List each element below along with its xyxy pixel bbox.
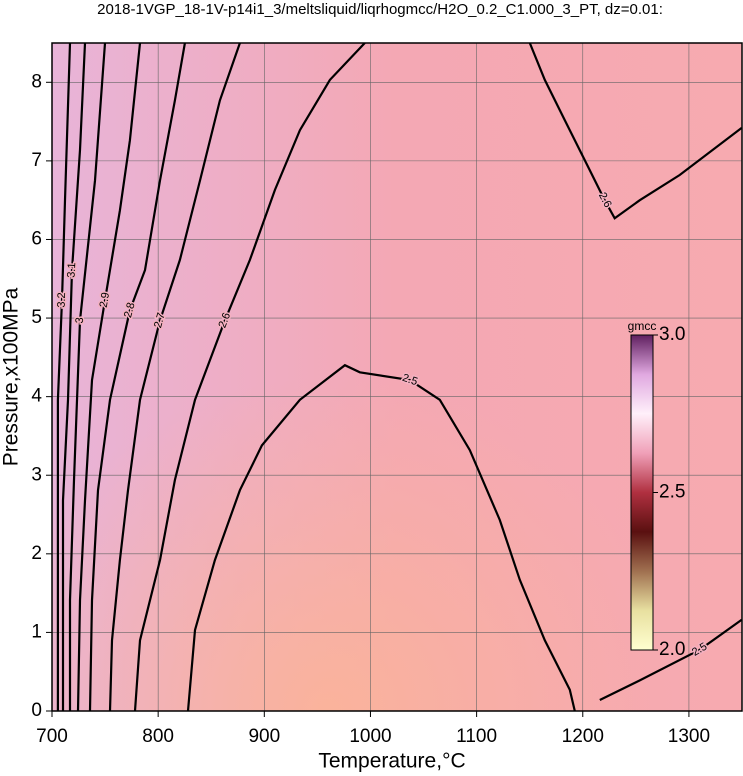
colorbar-tick-label: 2.0 bbox=[659, 639, 685, 660]
contour-label: 3 bbox=[74, 317, 86, 324]
y-tick-label: 7 bbox=[31, 150, 42, 171]
chart-title: 2018-1VGP_18-1V-p14i1_3/meltsliquid/liqr… bbox=[97, 1, 663, 18]
x-tick-label: 800 bbox=[142, 726, 174, 747]
contour-line bbox=[68, 43, 107, 711]
x-tick-label: 1300 bbox=[668, 726, 710, 747]
contour-line bbox=[186, 363, 576, 711]
x-tick-label: 1100 bbox=[456, 726, 497, 747]
contour-label: 3.1 bbox=[66, 262, 79, 278]
x-tick-label: 1000 bbox=[349, 726, 391, 747]
contour-line bbox=[76, 43, 142, 711]
contour-label: 2.7 bbox=[152, 311, 168, 329]
y-tick-label: 6 bbox=[31, 228, 42, 249]
contour-line bbox=[108, 43, 241, 711]
y-tick-label: 5 bbox=[31, 307, 42, 328]
y-tick-label: 4 bbox=[31, 386, 42, 407]
contour-line bbox=[133, 43, 366, 711]
y-axis-label: Pressure,x100MPa bbox=[0, 287, 23, 466]
y-tick-label: 0 bbox=[31, 700, 42, 721]
contour-line bbox=[528, 43, 742, 220]
y-tick-label: 2 bbox=[31, 543, 42, 564]
contour-label: 2.9 bbox=[98, 291, 112, 308]
colorbar-tick-label: 3.0 bbox=[659, 324, 685, 345]
contour-line bbox=[56, 43, 72, 711]
x-axis-label: Temperature,°C bbox=[318, 750, 465, 773]
colorbar-tick-label: 2.5 bbox=[659, 482, 685, 503]
y-tick-label: 1 bbox=[31, 621, 42, 642]
contour-line bbox=[61, 43, 87, 711]
contours: 2.52.52.62.62.72.82.933.13.2 bbox=[54, 43, 742, 711]
x-tick-label: 900 bbox=[248, 726, 280, 747]
contour-line bbox=[88, 43, 186, 711]
contour-label: 3.2 bbox=[56, 292, 69, 308]
colorbar bbox=[630, 334, 654, 651]
contour-label: 2.6 bbox=[216, 311, 233, 330]
y-tick-label: 8 bbox=[31, 71, 42, 92]
x-tick-label: 700 bbox=[36, 726, 68, 747]
contour-line bbox=[599, 618, 742, 701]
x-tick-label: 1200 bbox=[562, 726, 604, 747]
contour-label: 2.8 bbox=[122, 301, 138, 319]
plot-frame bbox=[51, 42, 743, 712]
y-tick-label: 3 bbox=[31, 464, 42, 485]
colorbar-label: gmcc bbox=[628, 319, 657, 333]
